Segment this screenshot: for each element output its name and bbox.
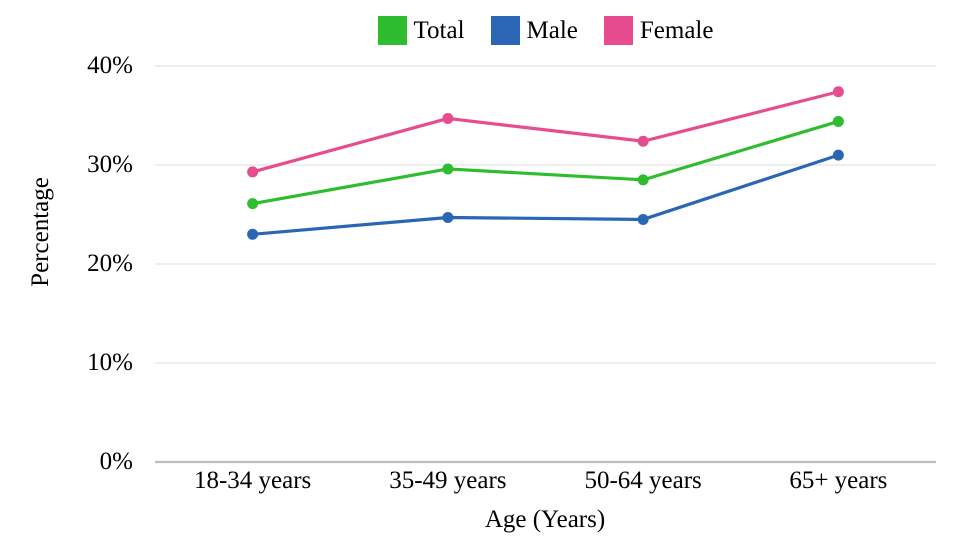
legend-item-total: Total bbox=[377, 16, 465, 45]
chart-legend: Total Male Female bbox=[155, 16, 936, 45]
legend-item-male: Male bbox=[490, 16, 578, 45]
data-point-male-35-49-years bbox=[442, 211, 454, 223]
data-point-total-65-years bbox=[832, 115, 844, 127]
data-point-male-65-years bbox=[832, 149, 844, 161]
x-axis-title: Age (Years) bbox=[484, 506, 606, 533]
y-tick-label-40: 40% bbox=[87, 52, 133, 79]
legend-swatch-male bbox=[490, 16, 520, 45]
y-tick-label-20: 20% bbox=[87, 250, 133, 277]
y-tick-label-30: 30% bbox=[87, 151, 133, 178]
data-point-female-35-49-years bbox=[442, 112, 454, 124]
y-tick-label-0: 0% bbox=[99, 448, 133, 475]
data-point-male-18-34-years bbox=[247, 228, 259, 240]
legend-item-female: Female bbox=[603, 16, 714, 45]
series-line-total bbox=[252, 119, 839, 206]
plot-area bbox=[155, 65, 936, 464]
legend-label-male: Male bbox=[526, 17, 578, 44]
series-line-male bbox=[252, 153, 839, 236]
plot-canvas bbox=[155, 65, 936, 464]
series-line-female bbox=[252, 90, 839, 174]
data-point-female-65-years bbox=[832, 86, 844, 98]
legend-swatch-total bbox=[377, 16, 407, 45]
legend-label-total: Total bbox=[413, 17, 465, 44]
data-point-female-18-34-years bbox=[247, 166, 259, 178]
x-tick-label-18-34-years: 18-34 years bbox=[193, 467, 312, 494]
data-point-male-50-64-years bbox=[637, 213, 649, 225]
data-point-female-50-64-years bbox=[637, 135, 649, 147]
legend-label-female: Female bbox=[639, 17, 714, 44]
x-tick-label-35-49-years: 35-49 years bbox=[389, 467, 507, 494]
data-point-total-18-34-years bbox=[247, 198, 259, 210]
data-point-total-35-49-years bbox=[442, 163, 454, 175]
data-point-total-50-64-years bbox=[637, 174, 649, 186]
x-tick-label-65-years: 65+ years bbox=[789, 467, 888, 494]
y-tick-label-10: 10% bbox=[87, 349, 133, 376]
x-tick-label-50-64-years: 50-64 years bbox=[584, 467, 702, 494]
legend-swatch-female bbox=[603, 16, 633, 45]
